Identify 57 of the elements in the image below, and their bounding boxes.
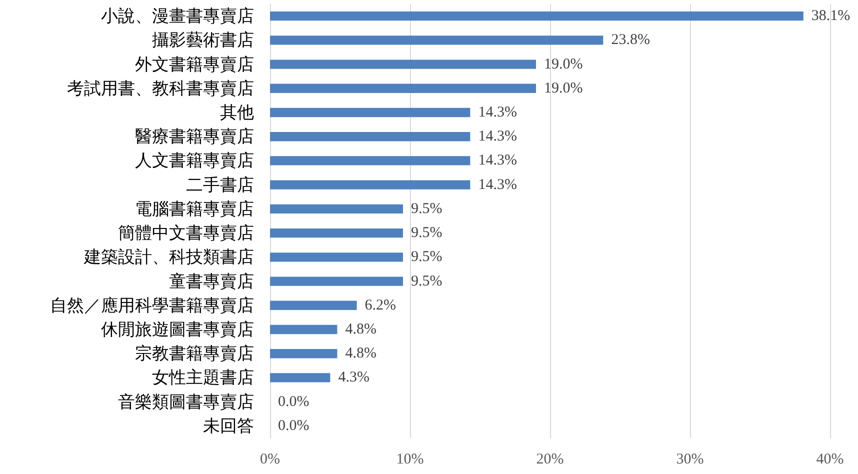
- bar: [270, 228, 403, 238]
- x-tick-label: 0%: [260, 452, 280, 468]
- y-tick-label: 童書專賣店: [169, 272, 254, 291]
- y-tick-label: 醫療書籍專賣店: [135, 127, 254, 146]
- y-tick-label: 建築設計、科技類書店: [83, 248, 254, 267]
- data-label: 14.3%: [478, 152, 517, 169]
- y-tick-label: 宗教書籍專賣店: [135, 344, 254, 364]
- data-label: 9.5%: [411, 249, 442, 266]
- data-label: 38.1%: [811, 8, 850, 24]
- y-tick-label: 攝影藝術書店: [152, 30, 254, 50]
- bar: [270, 349, 338, 358]
- data-label: 4.8%: [345, 322, 376, 338]
- y-tick-label: 考試用書、教科書專賣店: [67, 78, 254, 98]
- bar: [270, 60, 536, 69]
- bar: [270, 324, 338, 334]
- bar: [270, 252, 403, 262]
- x-tick-label: 40%: [816, 452, 844, 468]
- data-label: 9.5%: [411, 273, 442, 290]
- x-tick-label: 10%: [396, 452, 424, 468]
- y-tick-label: 人文書籍專賣店: [135, 151, 254, 170]
- bar: [270, 180, 470, 190]
- data-label: 0.0%: [278, 418, 310, 434]
- bar: [270, 11, 804, 21]
- bar: [270, 204, 403, 214]
- y-tick-label: 音樂類圖書專賣店: [118, 392, 254, 412]
- y-tick-label: 休閒旅遊圖書專賣店: [101, 320, 254, 339]
- data-label: 9.5%: [411, 200, 442, 217]
- bar: [270, 84, 536, 93]
- y-tick-label: 女性主題書店: [152, 368, 254, 388]
- y-tick-label: 電腦書籍專賣店: [135, 199, 254, 218]
- x-tick-label: 20%: [536, 452, 564, 468]
- bar: [270, 156, 470, 166]
- bar: [270, 108, 470, 118]
- y-tick-label: 二手書店: [186, 175, 254, 194]
- bar: [270, 276, 403, 286]
- data-label: 14.3%: [478, 176, 517, 193]
- bar: [270, 300, 357, 310]
- y-tick-label: 簡體中文書專賣店: [118, 224, 254, 243]
- y-tick-label: 未回答: [203, 416, 254, 436]
- data-label: 19.0%: [544, 56, 583, 72]
- y-tick-label: 小說、漫畫書專賣店: [101, 6, 254, 26]
- data-label: 14.3%: [478, 104, 517, 120]
- data-label: 14.3%: [478, 128, 517, 145]
- y-tick-label: 外文書籍專賣店: [135, 54, 254, 74]
- bar: [270, 132, 470, 142]
- data-label: 0.0%: [278, 394, 310, 410]
- data-label: 23.8%: [611, 32, 650, 48]
- data-label: 6.2%: [364, 297, 396, 314]
- x-tick-label: 30%: [676, 452, 704, 468]
- y-tick-label: 自然／應用科學書籍專賣店: [50, 296, 254, 315]
- data-label: 19.0%: [544, 80, 583, 96]
- data-label: 9.5%: [411, 225, 442, 242]
- bar: [270, 36, 604, 45]
- data-label: 4.3%: [338, 370, 370, 386]
- bar: [270, 373, 330, 382]
- data-label: 4.8%: [345, 346, 376, 362]
- y-tick-label: 其他: [220, 103, 254, 122]
